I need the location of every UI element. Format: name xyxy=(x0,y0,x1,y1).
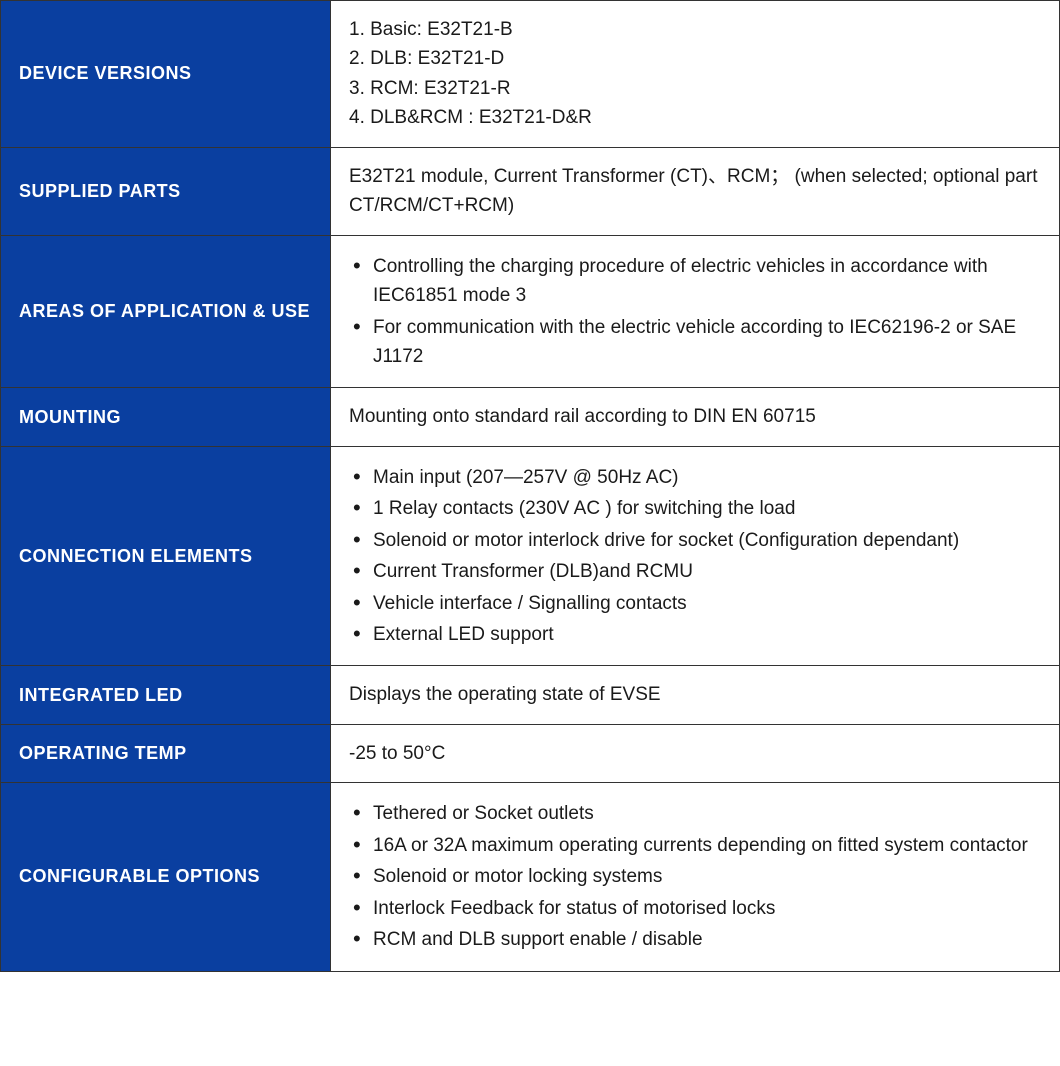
row-label: SUPPLIED PARTS xyxy=(1,147,331,235)
list-item: 1. Basic: E32T21-B xyxy=(349,15,1041,44)
table-row: DEVICE VERSIONS1. Basic: E32T21-B2. DLB:… xyxy=(1,1,1060,148)
list-item: Solenoid or motor interlock drive for so… xyxy=(349,526,1041,555)
spec-table: DEVICE VERSIONS1. Basic: E32T21-B2. DLB:… xyxy=(0,0,1060,972)
table-row: CONNECTION ELEMENTSMain input (207—257V … xyxy=(1,446,1060,666)
bullet-list: Main input (207—257V @ 50Hz AC)1 Relay c… xyxy=(349,463,1041,650)
table-row: CONFIGURABLE OPTIONSTethered or Socket o… xyxy=(1,783,1060,971)
row-value: Tethered or Socket outlets 16A or 32A max… xyxy=(331,783,1060,971)
row-value: Mounting onto standard rail according to… xyxy=(331,388,1060,446)
row-label: OPERATING TEMP xyxy=(1,724,331,782)
spec-table-body: DEVICE VERSIONS1. Basic: E32T21-B2. DLB:… xyxy=(1,1,1060,972)
row-label: DEVICE VERSIONS xyxy=(1,1,331,148)
list-item: Main input (207—257V @ 50Hz AC) xyxy=(349,463,1041,492)
row-value: -25 to 50°C xyxy=(331,724,1060,782)
table-row: SUPPLIED PARTSE32T21 module, Current Tra… xyxy=(1,147,1060,235)
list-item: External LED support xyxy=(349,620,1041,649)
list-item: 4. DLB&RCM : E32T21-D&R xyxy=(349,103,1041,132)
row-label: MOUNTING xyxy=(1,388,331,446)
row-label: CONFIGURABLE OPTIONS xyxy=(1,783,331,971)
bullet-list: Controlling the charging procedure of el… xyxy=(349,252,1041,372)
row-label: INTEGRATED LED xyxy=(1,666,331,724)
ordered-list: 1. Basic: E32T21-B2. DLB: E32T21-D3. RCM… xyxy=(349,15,1041,133)
list-item: Vehicle interface / Signalling contacts xyxy=(349,589,1041,618)
row-value: 1. Basic: E32T21-B2. DLB: E32T21-D3. RCM… xyxy=(331,1,1060,148)
table-row: AREAS OF APPLICATION & USE Controlling th… xyxy=(1,235,1060,388)
bullet-list: Tethered or Socket outlets 16A or 32A max… xyxy=(349,799,1041,954)
list-item: Interlock Feedback for status of motoris… xyxy=(349,894,1041,923)
list-item: Controlling the charging procedure of el… xyxy=(349,252,1041,311)
list-item: Tethered or Socket outlets xyxy=(349,799,1041,828)
list-item: For communication with the electric vehi… xyxy=(349,313,1041,372)
list-item: Solenoid or motor locking systems xyxy=(349,862,1041,891)
list-item: 1 Relay contacts (230V AC ) for switchin… xyxy=(349,494,1041,523)
row-value: Displays the operating state of EVSE xyxy=(331,666,1060,724)
table-row: INTEGRATED LEDDisplays the operating sta… xyxy=(1,666,1060,724)
row-value: E32T21 module, Current Transformer (CT)、… xyxy=(331,147,1060,235)
row-value: Main input (207—257V @ 50Hz AC)1 Relay c… xyxy=(331,446,1060,666)
list-item: 3. RCM: E32T21-R xyxy=(349,74,1041,103)
row-label: CONNECTION ELEMENTS xyxy=(1,446,331,666)
row-value: Controlling the charging procedure of el… xyxy=(331,235,1060,388)
list-item: 2. DLB: E32T21-D xyxy=(349,44,1041,73)
row-label: AREAS OF APPLICATION & USE xyxy=(1,235,331,388)
list-item: Current Transformer (DLB)and RCMU xyxy=(349,557,1041,586)
list-item: RCM and DLB support enable / disable xyxy=(349,925,1041,954)
table-row: MOUNTINGMounting onto standard rail acco… xyxy=(1,388,1060,446)
list-item: 16A or 32A maximum operating currents de… xyxy=(349,831,1041,860)
table-row: OPERATING TEMP-25 to 50°C xyxy=(1,724,1060,782)
